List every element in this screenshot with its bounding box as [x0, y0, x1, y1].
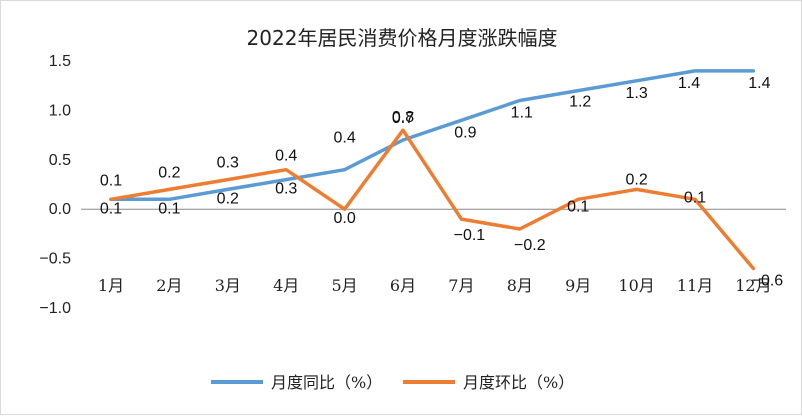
data-label-yoy: 0.7: [392, 110, 414, 127]
x-axis-ticks: 1月 2月 3月 4月 5月 6月 7月 8月 9月 10月 11月 12月: [98, 276, 772, 295]
data-label-mom: 0.1: [100, 172, 122, 189]
data-label-yoy: 0.9: [454, 124, 476, 141]
data-label-yoy: 0.1: [100, 200, 122, 217]
data-label-mom: 0.4: [275, 148, 297, 165]
data-label-mom: 0.8: [392, 109, 414, 126]
data-label-yoy: 1.3: [625, 85, 647, 102]
data-label-yoy: 1.2: [569, 94, 591, 111]
data-label-mom: −0.2: [514, 237, 546, 254]
y-tick-label: −1.0: [39, 300, 71, 317]
data-label-yoy: 1.4: [748, 75, 770, 92]
y-tick-label: −0.5: [39, 251, 71, 268]
data-label-yoy: 0.1: [158, 200, 180, 217]
x-tick-label: 7月: [448, 276, 474, 295]
data-label-yoy: 0.2: [217, 190, 239, 207]
y-tick-label: 0.0: [49, 201, 71, 218]
x-tick-label: 12月: [735, 276, 771, 295]
chart-title: 2022年居民消费价格月度涨跌幅度: [247, 26, 558, 50]
y-tick-label: 0.5: [49, 152, 71, 169]
data-label-yoy: 0.4: [333, 130, 355, 147]
x-tick-label: 4月: [273, 276, 299, 295]
x-tick-label: 8月: [507, 276, 533, 295]
x-tick-label: 9月: [565, 276, 591, 295]
legend-label: 月度环比（%）: [463, 373, 574, 392]
legend-label: 月度同比（%）: [271, 373, 382, 392]
data-label-mom: 0.1: [684, 189, 706, 206]
x-tick-label: 6月: [390, 276, 416, 295]
x-tick-label: 2月: [156, 276, 182, 295]
y-axis-ticks: 1.5 1.0 0.5 0.0 −0.5 −1.0: [39, 53, 71, 317]
x-tick-label: 1月: [98, 276, 124, 295]
data-labels: 0.1 0.1 0.2 0.3 0.4 0.7 0.9 1.1 1.2 1.3 1.4 1.4 0.1 0…: [100, 75, 783, 290]
data-label-mom: 0.3: [217, 155, 239, 172]
data-label-mom: 0.2: [625, 171, 647, 188]
data-label-mom: −0.1: [454, 227, 486, 244]
x-tick-label: 10月: [618, 276, 654, 295]
data-label-mom: 0.2: [158, 164, 180, 181]
legend: 月度同比（%） 月度环比（%）: [211, 373, 574, 392]
x-tick-label: 5月: [332, 276, 358, 295]
series-lines: [109, 69, 756, 271]
y-tick-label: 1.5: [49, 53, 71, 70]
y-tick-label: 1.0: [49, 102, 71, 119]
data-label-mom: −0.6: [752, 272, 784, 289]
data-label-yoy: 0.3: [275, 181, 297, 198]
data-label-mom: 0.1: [567, 198, 589, 215]
data-label-mom: 0.0: [333, 210, 355, 227]
series-line-mom: [109, 128, 756, 271]
data-label-yoy: 1.1: [511, 105, 533, 122]
x-tick-label: 3月: [215, 276, 241, 295]
series-line-yoy: [109, 69, 756, 202]
x-tick-label: 11月: [677, 276, 713, 295]
data-label-yoy: 1.4: [678, 75, 700, 92]
